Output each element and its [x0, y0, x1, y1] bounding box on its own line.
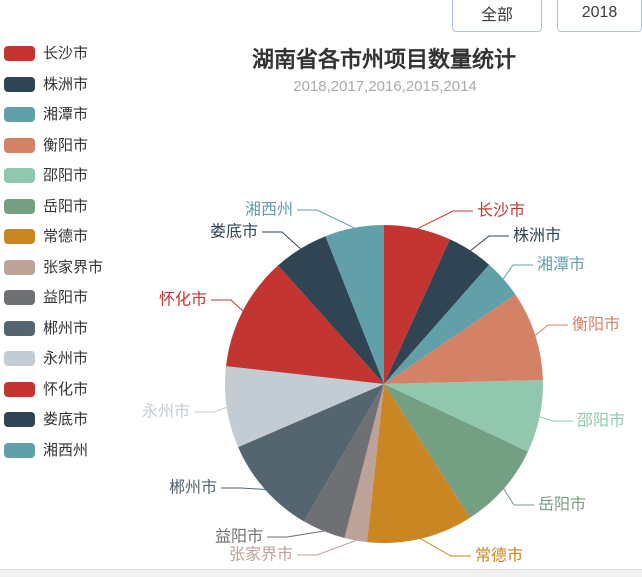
- legend-swatch-icon: [4, 351, 35, 366]
- legend-label: 娄底市: [43, 411, 89, 428]
- pie-label-郴州市: 郴州市: [169, 479, 217, 497]
- legend-label: 长沙市: [43, 45, 89, 62]
- legend-swatch-icon: [4, 229, 35, 244]
- pie-label-邵阳市: 邵阳市: [577, 412, 625, 430]
- pie-slice-怀化市[interactable]: [226, 265, 384, 384]
- pie-label-line-岳阳市: [503, 488, 534, 506]
- legend-label: 邵阳市: [43, 167, 89, 184]
- legend-item-益阳市[interactable]: 益阳市: [4, 290, 103, 305]
- legend-item-郴州市[interactable]: 郴州市: [4, 319, 103, 337]
- legend-swatch-icon: [4, 168, 35, 183]
- chart-subtitle: 2018,2017,2016,2015,2014: [293, 78, 477, 95]
- pie-label-娄底市: 娄底市: [210, 223, 258, 241]
- pie-label-岳阳市: 岳阳市: [538, 496, 586, 514]
- legend-swatch-icon: [4, 137, 35, 153]
- legend-label: 郴州市: [43, 319, 89, 337]
- legend-item-长沙市[interactable]: 长沙市: [4, 46, 103, 61]
- legend-swatch-icon: [4, 412, 35, 427]
- legend-label: 湘潭市: [43, 106, 89, 123]
- pie-slice-永州市[interactable]: [225, 366, 384, 448]
- pie-label-益阳市: 益阳市: [215, 528, 263, 546]
- filter-all-button[interactable]: 全部: [452, 0, 542, 32]
- pie-label-line-邵阳市: [539, 416, 573, 422]
- pie-label-line-郴州市: [221, 487, 266, 490]
- legend-item-湘潭市[interactable]: 湘潭市: [4, 107, 103, 122]
- pie-slice-郴州市[interactable]: [238, 384, 384, 522]
- legend-label: 益阳市: [43, 289, 89, 306]
- pie-slice-株洲市[interactable]: [384, 239, 490, 384]
- pie-slice-长沙市[interactable]: [384, 225, 450, 384]
- pie-label-株洲市: 株洲市: [513, 227, 561, 245]
- legend-item-娄底市[interactable]: 娄底市: [4, 412, 103, 427]
- legend-swatch-icon: [4, 381, 35, 397]
- legend-swatch-icon: [4, 320, 35, 336]
- chart-title: 湖南省各市州项目数量统计: [251, 47, 517, 72]
- pie-label-怀化市: 怀化市: [159, 291, 207, 309]
- legend-swatch-icon: [4, 76, 35, 92]
- pie-slice-衡阳市[interactable]: [384, 294, 543, 384]
- legend-label: 湘西州: [43, 441, 89, 459]
- pie-label-line-益阳市: [267, 530, 324, 538]
- legend-item-衡阳市[interactable]: 衡阳市: [4, 136, 103, 154]
- pie-label-line-娄底市: [262, 231, 301, 250]
- legend-label: 衡阳市: [43, 136, 89, 154]
- legend-item-常德市[interactable]: 常德市: [4, 229, 103, 244]
- legend-swatch-icon: [4, 442, 35, 458]
- legend-label: 怀化市: [43, 380, 89, 398]
- bottom-bar: [0, 569, 642, 577]
- pie-label-湘潭市: 湘潭市: [537, 256, 585, 274]
- legend-label: 岳阳市: [43, 197, 89, 215]
- legend-swatch-icon: [4, 290, 35, 305]
- legend-label: 株洲市: [43, 75, 89, 93]
- pie-slice-湘潭市[interactable]: [384, 264, 516, 384]
- legend-item-张家界市[interactable]: 张家界市: [4, 258, 104, 276]
- legend-item-怀化市[interactable]: 怀化市: [4, 380, 103, 398]
- legend-item-邵阳市[interactable]: 邵阳市: [4, 168, 103, 183]
- pie-slice-邵阳市[interactable]: [384, 380, 543, 452]
- pie-label-line-张家界市: [297, 540, 356, 556]
- pie-label-line-怀化市: [211, 299, 244, 312]
- pie-label-湘西州: 湘西州: [245, 201, 293, 219]
- legend-label: 张家界市: [43, 258, 104, 276]
- pie-slice-娄底市[interactable]: [278, 236, 384, 384]
- legend-swatch-icon: [4, 46, 35, 61]
- pie-label-常德市: 常德市: [475, 547, 523, 565]
- legend-item-株洲市[interactable]: 株洲市: [4, 75, 103, 93]
- pie-label-张家界市: 张家界市: [229, 546, 293, 564]
- pie-label-line-长沙市: [417, 210, 473, 230]
- pie-slice-岳阳市[interactable]: [384, 384, 528, 518]
- pie-label-line-常德市: [420, 538, 471, 557]
- legend-label: 永州市: [43, 350, 89, 367]
- pie-label-衡阳市: 衡阳市: [572, 316, 620, 334]
- pie-label-line-湘潭市: [502, 264, 533, 280]
- legend-swatch-icon: [4, 259, 35, 275]
- pie-label-line-衡阳市: [535, 324, 568, 336]
- pie-label-line-株洲市: [470, 235, 509, 251]
- legend-item-永州市[interactable]: 永州市: [4, 351, 103, 366]
- pie-label-line-永州市: [194, 406, 227, 413]
- legend-label: 常德市: [43, 228, 89, 245]
- legend: 长沙市株洲市湘潭市衡阳市邵阳市岳阳市常德市张家界市益阳市郴州市永州市怀化市娄底市…: [4, 46, 103, 458]
- legend-item-湘西州[interactable]: 湘西州: [4, 441, 103, 459]
- filter-year-button[interactable]: 2018: [557, 0, 642, 32]
- legend-item-岳阳市[interactable]: 岳阳市: [4, 197, 103, 215]
- pie-slice-张家界市[interactable]: [344, 384, 385, 543]
- pie-slice-湘西州[interactable]: [325, 225, 385, 384]
- pie-label-line-湘西州: [297, 209, 355, 229]
- pie-slice-常德市[interactable]: [367, 384, 470, 544]
- pie-label-长沙市: 长沙市: [477, 202, 525, 220]
- legend-swatch-icon: [4, 107, 35, 122]
- pie-label-永州市: 永州市: [142, 403, 190, 421]
- pie-slice-益阳市[interactable]: [303, 384, 384, 538]
- legend-swatch-icon: [4, 198, 35, 214]
